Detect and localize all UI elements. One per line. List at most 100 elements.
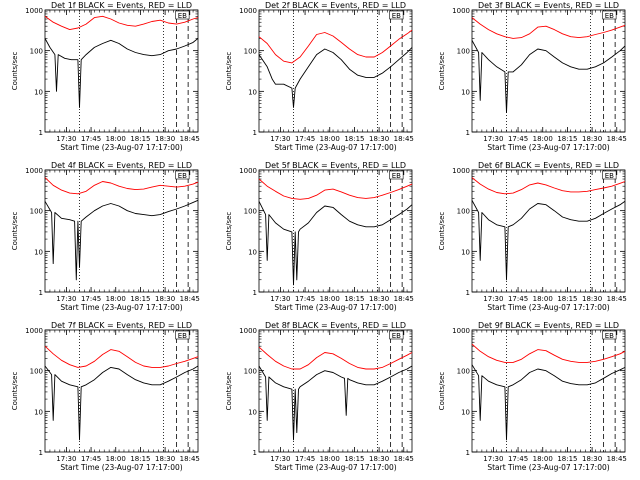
x-axis-label: Start Time (23-Aug-07 17:17:00)	[60, 143, 182, 152]
x-tick-label: 17:30	[56, 455, 76, 463]
series-events-black-line	[44, 38, 199, 108]
y-tick-label: 1000	[239, 7, 257, 15]
plot-frame	[44, 329, 199, 453]
y-tick-label: 1000	[25, 327, 43, 335]
x-tick-label: 18:15	[344, 135, 364, 143]
plot-frame	[471, 9, 626, 133]
legend-box	[389, 170, 404, 180]
series-events-black-line	[258, 47, 413, 108]
x-tick-label: 18:45	[180, 295, 200, 303]
x-tick-label: 18:00	[320, 455, 340, 463]
y-tick-label: 1000	[452, 7, 470, 15]
x-tick-label: 18:15	[557, 135, 577, 143]
x-tick-label: 18:45	[607, 135, 627, 143]
y-tick-label: 1000	[452, 167, 470, 175]
x-tick-label: 18:00	[533, 135, 553, 143]
y-axis-label: Counts/sec	[438, 212, 446, 251]
series-lld-red-line	[44, 15, 199, 31]
y-tick-label: 10	[461, 408, 470, 416]
chart-title: Det 7f BLACK = Events, RED = LLD	[51, 321, 192, 330]
y-tick-label: 100	[457, 48, 470, 56]
y-tick-label: 10	[34, 408, 43, 416]
chart-title: Det 1f BLACK = Events, RED = LLD	[51, 1, 192, 10]
series-events-black-line	[258, 201, 413, 286]
x-tick-label: 18:30	[155, 135, 175, 143]
series-events-black-line	[44, 199, 199, 281]
x-tick-label: 18:45	[394, 455, 414, 463]
x-tick-label: 18:45	[180, 455, 200, 463]
x-tick-label: 18:30	[582, 295, 602, 303]
x-tick-label: 17:30	[270, 135, 290, 143]
legend-box-label: EB	[392, 12, 401, 20]
legend-box	[175, 170, 190, 180]
plot-frame	[44, 9, 199, 133]
y-tick-label: 100	[244, 208, 257, 216]
y-tick-label: 10	[248, 88, 257, 96]
x-tick-label: 18:30	[155, 295, 175, 303]
x-tick-label: 18:00	[533, 295, 553, 303]
x-axis-label: Start Time (23-Aug-07 17:17:00)	[487, 143, 609, 152]
x-tick-label: 18:45	[607, 295, 627, 303]
y-tick-label: 1	[39, 129, 43, 137]
x-tick-label: 18:15	[130, 135, 150, 143]
plot-frame	[44, 169, 199, 293]
x-tick-label: 18:45	[180, 135, 200, 143]
y-tick-label: 1000	[239, 327, 257, 335]
series-events-black-line	[471, 40, 626, 114]
plot-frame	[471, 329, 626, 453]
x-tick-label: 18:30	[369, 135, 389, 143]
x-tick-label: 17:45	[81, 135, 101, 143]
legend-box-label: EB	[605, 172, 614, 180]
plot-frame	[471, 169, 626, 293]
chart-panel-7: Det 7f BLACK = Events, RED = LLD 1 10 100 10…	[11, 321, 200, 472]
chart-panel-3: Det 3f BLACK = Events, RED = LLD 1 10 100 10…	[438, 1, 627, 152]
chart-title: Det 4f BLACK = Events, RED = LLD	[51, 161, 192, 170]
chart-panel-8: Det 8f BLACK = Events, RED = LLD 1 10 100 10…	[225, 321, 414, 472]
x-tick-label: 17:30	[483, 295, 503, 303]
x-tick-label: 17:45	[81, 295, 101, 303]
y-axis-label: Counts/sec	[11, 372, 19, 411]
legend-box	[389, 10, 404, 20]
x-tick-label: 17:30	[56, 295, 76, 303]
x-axis-label: Start Time (23-Aug-07 17:17:00)	[60, 303, 182, 312]
x-tick-label: 18:30	[155, 455, 175, 463]
legend-box-label: EB	[392, 172, 401, 180]
y-tick-label: 1	[39, 449, 43, 457]
x-axis-label: Start Time (23-Aug-07 17:17:00)	[487, 303, 609, 312]
legend-box	[602, 330, 617, 340]
x-tick-label: 17:30	[270, 295, 290, 303]
chart-title: Det 5f BLACK = Events, RED = LLD	[265, 161, 406, 170]
legend-box-label: EB	[178, 332, 187, 340]
x-tick-label: 18:30	[582, 135, 602, 143]
series-lld-red-line	[471, 343, 626, 363]
y-tick-label: 10	[248, 248, 257, 256]
chart-title: Det 6f BLACK = Events, RED = LLD	[478, 161, 619, 170]
x-tick-label: 18:15	[130, 295, 150, 303]
y-axis-label: Counts/sec	[438, 372, 446, 411]
series-lld-red-line	[258, 29, 413, 64]
chart-title: Det 9f BLACK = Events, RED = LLD	[478, 321, 619, 330]
x-axis-label: Start Time (23-Aug-07 17:17:00)	[274, 143, 396, 152]
y-axis-label: Counts/sec	[225, 212, 233, 251]
x-tick-label: 18:00	[106, 455, 126, 463]
series-lld-red-line	[471, 177, 626, 195]
legend-box-label: EB	[605, 332, 614, 340]
x-tick-label: 18:15	[557, 455, 577, 463]
chart-title: Det 8f BLACK = Events, RED = LLD	[265, 321, 406, 330]
legend-box-label: EB	[392, 332, 401, 340]
x-tick-label: 18:30	[369, 455, 389, 463]
x-tick-label: 18:15	[344, 455, 364, 463]
y-axis-label: Counts/sec	[11, 212, 19, 251]
y-tick-label: 1	[253, 449, 257, 457]
series-lld-red-line	[44, 177, 199, 195]
series-events-black-line	[471, 200, 626, 281]
y-axis-label: Counts/sec	[225, 372, 233, 411]
series-lld-red-line	[44, 345, 199, 368]
y-tick-label: 1	[253, 289, 257, 297]
y-tick-label: 100	[457, 368, 470, 376]
chart-panel-6: Det 6f BLACK = Events, RED = LLD 1 10 100 10…	[438, 161, 627, 312]
y-axis-label: Counts/sec	[225, 52, 233, 91]
y-tick-label: 1	[466, 289, 470, 297]
y-tick-label: 10	[248, 408, 257, 416]
